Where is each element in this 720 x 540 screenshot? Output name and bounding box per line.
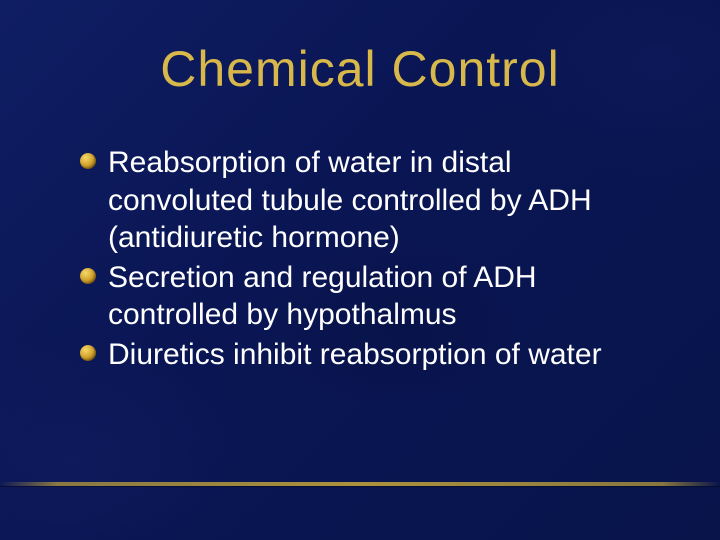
bullet-sphere-icon <box>80 153 96 169</box>
slide-title: Chemical Control <box>70 40 650 98</box>
bullet-text: Secretion and regulation of ADH controll… <box>108 261 537 332</box>
bullet-text: Diuretics inhibit reabsorption of water <box>108 338 602 371</box>
bullet-text: Reabsorption of water in distal convolut… <box>108 146 592 254</box>
slide: Chemical Control Reabsorption of water i… <box>0 0 720 540</box>
bullet-sphere-icon <box>80 345 96 361</box>
list-item: Reabsorption of water in distal convolut… <box>80 144 650 257</box>
bullet-list: Reabsorption of water in distal convolut… <box>70 144 650 373</box>
bullet-sphere-icon <box>80 268 96 284</box>
list-item: Secretion and regulation of ADH controll… <box>80 259 650 334</box>
accent-underline <box>0 482 720 486</box>
list-item: Diuretics inhibit reabsorption of water <box>80 336 650 374</box>
